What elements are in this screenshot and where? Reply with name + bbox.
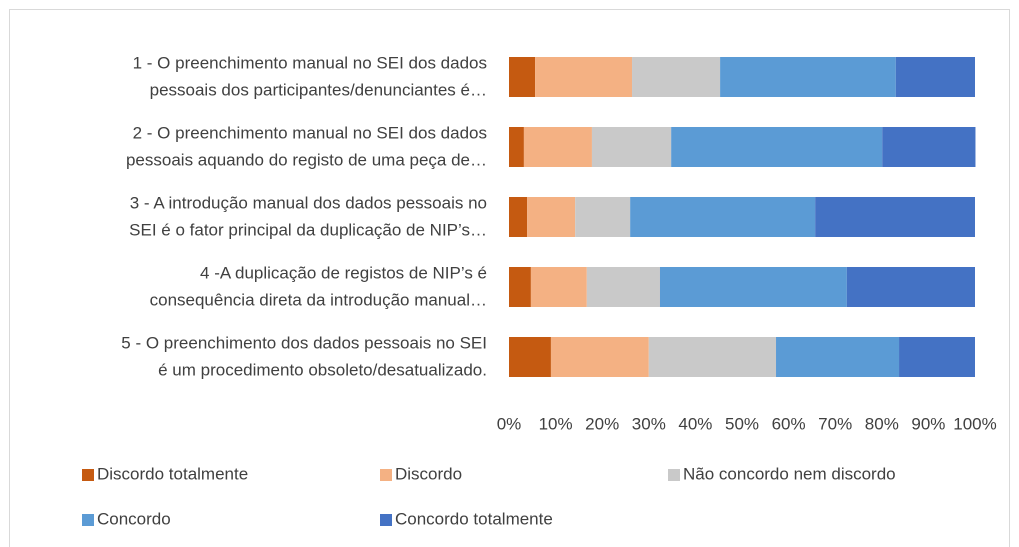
legend-swatch [668, 469, 680, 481]
bar-segment [776, 337, 900, 377]
bar-segment [630, 197, 816, 237]
bar-segment [550, 337, 649, 377]
bar-segment [815, 197, 975, 237]
bar-segment [632, 57, 721, 97]
legend-swatch [380, 514, 392, 526]
chart-frame [9, 9, 1010, 547]
bar-segment [899, 337, 975, 377]
legend-label: Concordo totalmente [395, 509, 553, 528]
bar-segment [895, 57, 975, 97]
x-tick-label: 90% [911, 414, 945, 433]
x-tick-label: 0% [497, 414, 522, 433]
x-tick-label: 40% [678, 414, 712, 433]
bar-segment [659, 267, 847, 307]
x-tick-label: 60% [772, 414, 806, 433]
y-tick-label: SEI é o fator principal da duplicação de… [129, 220, 487, 239]
bar-segment [527, 197, 576, 237]
legend-label: Discordo totalmente [97, 464, 248, 483]
y-tick-label: 1 - O preenchimento manual no SEI dos da… [133, 53, 487, 72]
x-tick-label: 70% [818, 414, 852, 433]
bar-segment [523, 127, 592, 167]
bar-segment [671, 127, 883, 167]
legend-label: Concordo [97, 509, 171, 528]
y-tick-label: é um procedimento obsoleto/desatualizado… [158, 360, 487, 379]
bar-segment [535, 57, 633, 97]
bar-segment [509, 57, 536, 97]
y-tick-label: consequência direta da introdução manual… [150, 290, 487, 309]
y-tick-label: 5 - O preenchimento dos dados pessoais n… [121, 333, 487, 352]
y-tick-label: 3 - A introdução manual dos dados pessoa… [130, 193, 487, 212]
bar-segment [509, 337, 551, 377]
bar-segment [648, 337, 777, 377]
x-tick-label: 10% [539, 414, 573, 433]
legend-swatch [82, 514, 94, 526]
y-tick-label: 4 -A duplicação de registos de NIP’s é [200, 263, 487, 282]
legend-swatch [380, 469, 392, 481]
bar-segment [586, 267, 660, 307]
x-tick-label: 80% [865, 414, 899, 433]
bar-segment [882, 127, 976, 167]
bar-segment [530, 267, 587, 307]
legend-label: Não concordo nem discordo [683, 464, 896, 483]
y-tick-label: pessoais dos participantes/denunciantes … [150, 80, 487, 99]
bar-segment [509, 267, 531, 307]
x-tick-label: 50% [725, 414, 759, 433]
bar-segment [591, 127, 672, 167]
bar-segment [846, 267, 975, 307]
bar-segment [575, 197, 631, 237]
legend-swatch [82, 469, 94, 481]
y-tick-label: pessoais aquando do registo de uma peça … [126, 150, 487, 169]
x-tick-label: 100% [953, 414, 996, 433]
legend-label: Discordo [395, 464, 462, 483]
bar-segment [720, 57, 896, 97]
bar-segment [509, 197, 528, 237]
y-tick-label: 2 - O preenchimento manual no SEI dos da… [133, 123, 487, 142]
bar-segment [509, 127, 524, 167]
x-tick-label: 20% [585, 414, 619, 433]
x-tick-label: 30% [632, 414, 666, 433]
